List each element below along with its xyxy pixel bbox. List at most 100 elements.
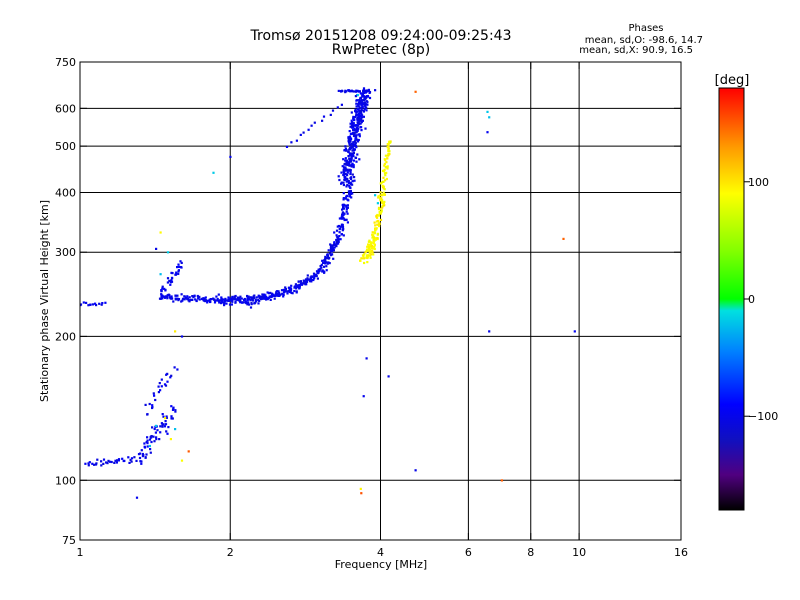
data-point — [144, 456, 147, 459]
data-point — [352, 133, 356, 136]
data-point — [213, 301, 217, 304]
data-point — [342, 205, 345, 208]
data-point — [155, 247, 158, 250]
data-point — [174, 330, 177, 333]
data-point — [230, 303, 233, 306]
data-point — [365, 95, 368, 98]
data-point — [186, 298, 189, 301]
data-point — [148, 444, 151, 448]
data-point — [164, 384, 168, 387]
data-point — [359, 259, 362, 262]
data-point — [169, 438, 172, 441]
data-point — [387, 148, 390, 151]
data-point — [336, 225, 339, 228]
data-point — [381, 193, 384, 196]
data-point — [364, 96, 368, 99]
data-point — [297, 285, 300, 288]
data-point — [262, 297, 265, 300]
data-point — [354, 137, 357, 140]
data-point — [238, 299, 241, 302]
data-point — [163, 425, 166, 428]
data-point — [348, 195, 351, 198]
colorbar-tick-label: 0 — [748, 293, 755, 306]
data-point — [171, 408, 175, 411]
data-point — [486, 131, 489, 134]
data-point — [362, 87, 366, 90]
data-point — [386, 165, 389, 168]
data-point — [180, 293, 183, 296]
data-point — [562, 237, 565, 240]
data-point — [172, 300, 175, 303]
data-point — [139, 452, 142, 455]
data-point — [273, 297, 276, 300]
data-point — [372, 242, 375, 245]
data-point — [268, 295, 271, 298]
data-point — [117, 459, 120, 462]
data-point — [164, 417, 167, 420]
data-point — [347, 150, 350, 153]
data-point — [384, 174, 387, 177]
data-point — [165, 415, 168, 418]
data-point — [130, 460, 133, 463]
data-point — [345, 218, 348, 221]
data-point — [346, 183, 349, 186]
data-point — [303, 280, 306, 283]
data-point — [351, 149, 354, 152]
data-point — [279, 293, 282, 296]
data-point — [259, 298, 263, 301]
data-point — [170, 279, 173, 282]
data-point — [336, 235, 339, 239]
data-point — [377, 195, 380, 198]
data-point — [266, 291, 269, 294]
data-point — [310, 275, 313, 278]
data-point — [163, 287, 166, 290]
data-point — [348, 159, 351, 162]
data-point — [309, 280, 312, 283]
colorbar-gradient — [718, 87, 745, 511]
data-point — [295, 287, 298, 290]
data-point — [342, 213, 345, 216]
data-point — [380, 197, 383, 200]
data-point — [355, 105, 358, 108]
data-point — [375, 220, 378, 223]
data-point — [344, 147, 347, 150]
data-point — [369, 250, 372, 253]
data-point — [346, 204, 349, 207]
data-point — [280, 289, 284, 292]
data-point — [358, 118, 361, 121]
data-point — [340, 233, 343, 236]
data-point — [351, 173, 354, 176]
data-point — [348, 161, 351, 164]
data-point — [217, 293, 220, 296]
data-point — [293, 286, 296, 289]
data-point — [341, 211, 344, 214]
data-point — [305, 279, 308, 282]
data-point — [356, 93, 359, 97]
data-point — [342, 234, 345, 237]
data-point — [247, 297, 250, 300]
data-point — [183, 298, 186, 301]
data-point — [140, 462, 143, 465]
data-point — [382, 201, 385, 204]
data-point — [157, 391, 160, 394]
data-point — [282, 293, 285, 296]
data-point — [227, 299, 230, 302]
data-point — [353, 179, 356, 182]
data-point — [170, 417, 173, 420]
data-point — [91, 303, 94, 306]
data-point — [216, 297, 219, 301]
data-point — [338, 231, 341, 234]
data-point — [343, 166, 346, 169]
data-point — [272, 293, 275, 296]
data-point — [243, 298, 246, 302]
data-point — [344, 172, 347, 175]
data-point — [381, 206, 384, 209]
data-point — [234, 301, 237, 304]
data-point — [138, 456, 142, 460]
data-point — [161, 285, 164, 288]
data-point — [382, 180, 385, 183]
data-point — [218, 299, 221, 302]
data-point — [379, 182, 382, 185]
data-point — [342, 228, 345, 231]
data-point — [302, 131, 305, 134]
